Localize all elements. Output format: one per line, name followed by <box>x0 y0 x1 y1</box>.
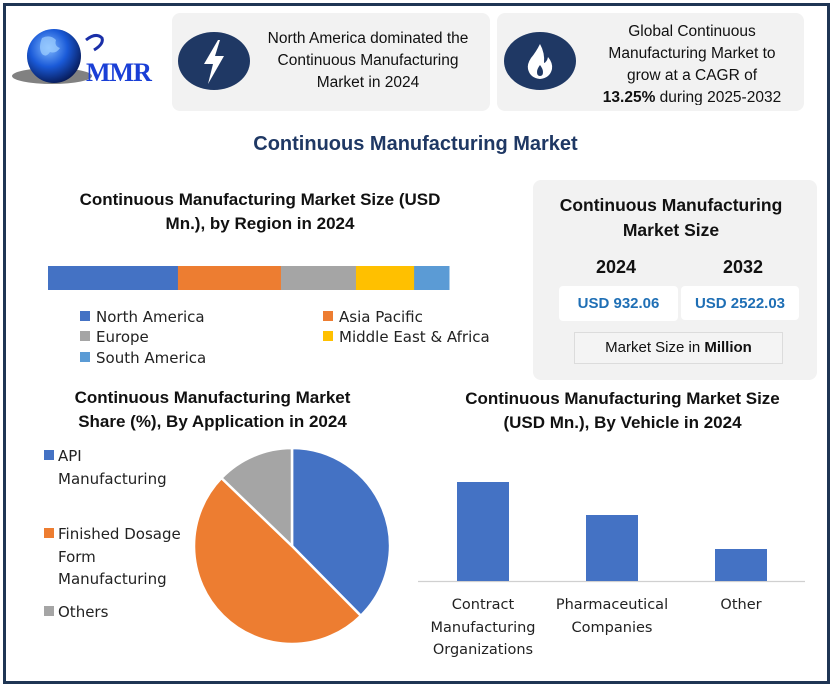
cagr-line: grow at a CAGR of <box>626 67 758 84</box>
year-2032-label: 2032 <box>722 257 764 277</box>
application-chart-title-line: Share (%), By Application in 2024 <box>78 412 347 431</box>
x-tick-label-line: Organizations <box>432 642 534 658</box>
legend-label-line: Manufacturing <box>44 468 167 491</box>
highlight-card-cagr: Global Continuous Manufacturing Market t… <box>497 13 804 111</box>
legend-label: South America <box>96 349 207 367</box>
highlight-card-region: North America dominated the Continuous M… <box>172 13 490 111</box>
legend-label: Europe <box>96 328 149 346</box>
legend-item-finished-dosage-form-manufacturing: Finished Dosage Form Manufacturing <box>44 523 181 591</box>
cagr-line: 13.25% during 2025-2032 <box>583 87 801 105</box>
market-size-title: Continuous Manufacturing Market Size <box>533 193 809 243</box>
highlight-line: Market in 2024 <box>316 74 420 91</box>
cagr-period: during 2025-2032 <box>655 89 782 105</box>
legend-item-middle-east-and-africa: Middle East & Africa <box>323 328 490 346</box>
legend-item-europe: Europe <box>80 328 149 346</box>
unit-bold: Million <box>704 339 752 356</box>
cagr-text: Global Continuous Manufacturing Market t… <box>583 21 801 105</box>
legend-swatch <box>80 311 90 321</box>
legend-label: Manufacturing <box>58 570 167 588</box>
legend-swatch <box>323 311 333 321</box>
pie-slice-finished-dosage-form-manufacturing <box>192 476 363 646</box>
globe-logo-icon <box>12 29 104 84</box>
region-segment-asia-pacific <box>177 266 282 290</box>
bar-pharmaceutical-companies <box>586 515 638 581</box>
value-2032: USD 2522.03 <box>681 286 799 320</box>
region-segment-south-america <box>414 266 450 290</box>
mmr-logo: MMR <box>12 26 162 96</box>
x-tick-label-line: Other <box>720 597 762 613</box>
legend-label: Others <box>58 603 109 621</box>
highlight-text: North America dominated the Continuous M… <box>250 28 486 94</box>
application-pie-chart <box>192 446 392 646</box>
bar-other <box>715 549 767 581</box>
bar-contract-manufacturing-organizations <box>457 482 509 581</box>
vehicle-chart-title: Continuous Manufacturing Market Size (US… <box>430 387 815 435</box>
region-chart-title: Continuous Manufacturing Market Size (US… <box>45 188 475 236</box>
region-segment-europe <box>280 266 357 290</box>
legend-label: Middle East & Africa <box>339 328 490 346</box>
application-chart-title-line: Continuous Manufacturing Market <box>74 388 351 407</box>
region-chart-title-line: Continuous Manufacturing Market Size (US… <box>79 190 441 209</box>
page-title: Continuous Manufacturing Market <box>253 133 578 155</box>
region-segment-north-america <box>48 266 179 290</box>
vehicle-chart-title-line: Continuous Manufacturing Market Size <box>465 389 780 408</box>
legend-label: Manufacturing <box>58 469 167 488</box>
unit-prefix: Market Size in <box>605 339 705 356</box>
year-2024-label: 2024 <box>595 257 637 277</box>
region-segment-middle-east-and-africa <box>355 266 415 290</box>
legend-label-line: Form <box>44 546 181 569</box>
application-chart-title: Continuous Manufacturing Market Share (%… <box>40 386 385 434</box>
highlight-line: Continuous Manufacturing <box>277 52 459 69</box>
flame-icon <box>504 32 576 90</box>
x-tick-label-line: Pharmaceutical <box>555 597 669 613</box>
legend-swatch <box>80 352 90 362</box>
cagr-value: 13.25% <box>602 89 656 105</box>
legend-label: North America <box>96 308 205 326</box>
x-tick-label-contract-manufacturing-organizations: Contract Manufacturing Organizations <box>418 594 548 662</box>
legend-swatch <box>323 331 333 341</box>
legend-label-line: Manufacturing <box>44 568 181 591</box>
cagr-line: Global Continuous <box>628 23 756 40</box>
vehicle-bar-chart <box>418 482 805 583</box>
legend-item-asia-pacific: Asia Pacific <box>323 308 423 326</box>
legend-item-api-manufacturing: API Manufacturing <box>44 445 167 490</box>
region-stacked-bar <box>48 266 450 290</box>
vehicle-chart-title-line: (USD Mn.), By Vehicle in 2024 <box>503 413 742 432</box>
legend-label-line: Others <box>44 601 108 624</box>
legend-swatch <box>80 331 90 341</box>
legend-swatch <box>44 606 54 616</box>
x-tick-label-pharmaceutical-companies: Pharmaceutical Companies <box>547 594 677 639</box>
lightning-bolt-icon <box>178 32 250 90</box>
legend-label: API <box>58 447 82 465</box>
legend-item-south-america: South America <box>80 349 206 367</box>
pie-slice-others <box>220 446 294 548</box>
legend-label-line: API <box>44 445 167 468</box>
highlight-line: North America dominated the <box>267 30 469 47</box>
x-tick-label-other: Other <box>676 594 806 617</box>
legend-item-others: Others <box>44 601 108 624</box>
legend-label-line: Finished Dosage <box>44 523 181 546</box>
logo-text: MMR <box>86 58 152 87</box>
x-tick-label-line: Companies <box>571 619 653 636</box>
region-chart-title-line: Mn.), by Region in 2024 <box>165 214 355 233</box>
legend-label: Asia Pacific <box>339 308 423 326</box>
market-size-title-line: Market Size <box>622 220 720 240</box>
legend-swatch <box>44 528 54 538</box>
x-tick-label-line: Contract <box>451 597 515 613</box>
unit-note: Market Size in Million <box>574 332 783 364</box>
legend-label: Finished Dosage <box>58 525 181 543</box>
legend-swatch <box>44 450 54 460</box>
legend-item-north-america: North America <box>80 308 205 326</box>
value-2024: USD 932.06 <box>559 286 678 321</box>
market-size-title-line: Continuous Manufacturing <box>559 195 783 215</box>
legend-label: Form <box>58 547 96 566</box>
cagr-line: Manufacturing Market to <box>608 45 776 62</box>
pie-slice-api-manufacturing <box>290 446 392 617</box>
x-tick-label-line: Manufacturing <box>430 619 536 636</box>
